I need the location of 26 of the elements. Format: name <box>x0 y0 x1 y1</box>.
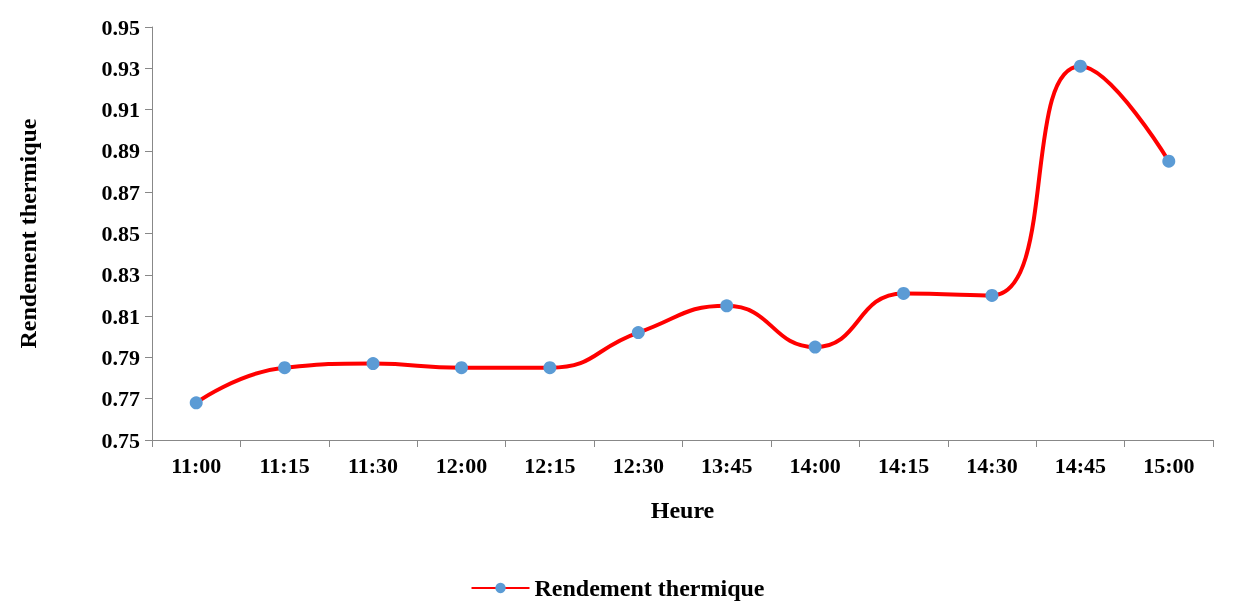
x-axis-title: Heure <box>650 497 715 523</box>
y-tick-label: 0.79 <box>101 344 140 370</box>
x-tick-label: 11:30 <box>347 452 399 478</box>
y-tick-label: 0.91 <box>101 97 140 123</box>
y-tick-label: 0.89 <box>101 138 140 164</box>
x-tick-label: 14:45 <box>1054 452 1107 478</box>
y-tick-label: 0.81 <box>101 303 140 329</box>
y-axis-title: Rendement thermique <box>15 118 41 349</box>
x-tick-label: 11:00 <box>171 452 222 478</box>
x-tick-label: 12:15 <box>524 452 576 478</box>
x-tick-label: 15:00 <box>1143 452 1195 478</box>
x-tick-label: 11:15 <box>259 452 310 478</box>
x-tick-label: 14:15 <box>877 452 930 478</box>
y-tick-label: 0.85 <box>101 221 140 246</box>
x-tick-label: 12:30 <box>612 452 664 478</box>
x-tick-label: 12:00 <box>435 452 488 478</box>
legend-label: Rendement thermique <box>534 575 765 601</box>
y-tick-label: 0.95 <box>101 14 140 40</box>
y-tick-label: 0.83 <box>101 262 140 288</box>
y-tick-label: 0.77 <box>101 386 140 412</box>
x-tick-label: 13:45 <box>701 452 753 478</box>
y-tick-label: 0.93 <box>101 55 140 81</box>
x-tick-label: 14:00 <box>789 452 841 478</box>
y-tick-label: 0.75 <box>101 427 140 453</box>
y-tick-label: 0.87 <box>101 179 140 205</box>
x-tick-label: 14:30 <box>966 452 1018 478</box>
